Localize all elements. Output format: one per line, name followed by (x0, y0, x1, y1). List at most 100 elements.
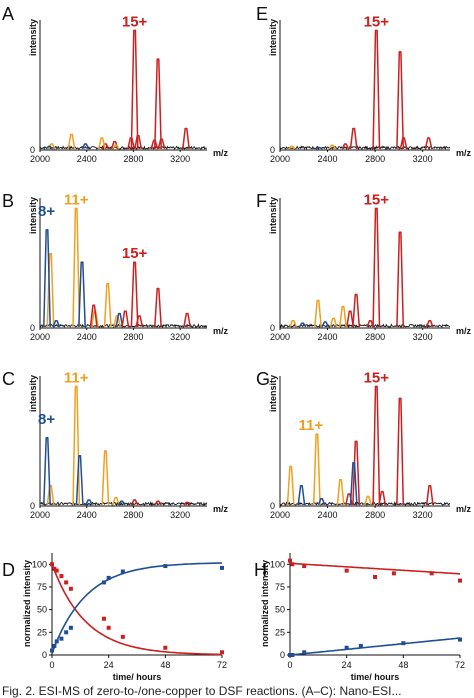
y-axis-label: intensity (268, 197, 278, 234)
x-axis-label: m/z (213, 326, 229, 336)
y-tick-label: 50 (275, 605, 285, 615)
y-axis-label: intensity (28, 19, 38, 56)
y-tick-label: 100 (270, 559, 285, 569)
blue-peak (298, 322, 307, 328)
y-axis-label: intensity (28, 375, 38, 412)
red-data-point (50, 562, 54, 567)
orange-peak (46, 253, 55, 328)
x-tick-label: 2400 (77, 332, 97, 342)
charge-state-label: 15+ (122, 245, 148, 262)
red-data-point (120, 634, 125, 639)
red-peak (378, 490, 387, 506)
red-peak (154, 500, 162, 506)
orange-peak (286, 465, 295, 506)
red-peak (352, 440, 361, 506)
blue-data-point (52, 643, 57, 648)
x-tick-label: 2800 (365, 510, 385, 520)
blue-peak (117, 500, 126, 506)
red-data-point (54, 568, 59, 573)
x-axis-label: time/ hours (351, 672, 400, 682)
red-peak (399, 137, 408, 150)
blue-peak (45, 145, 54, 150)
blue-data-point (120, 569, 125, 574)
blue-data-point (290, 653, 295, 657)
red-data-point (429, 571, 434, 576)
orange-peak (289, 320, 297, 328)
red-data-point (163, 645, 168, 650)
y-axis-label: intensity (28, 197, 38, 234)
x-tick-label: 2800 (365, 154, 385, 164)
x-tick-label: 2400 (318, 154, 338, 164)
x-tick-label: 2000 (30, 510, 50, 520)
orange-peak (328, 144, 337, 150)
x-tick-label: 24 (342, 660, 352, 670)
x-tick-label: 2400 (77, 154, 97, 164)
orange-peak (46, 484, 55, 506)
red-peak (150, 139, 159, 150)
y-tick-label: 75 (37, 582, 47, 592)
x-tick-label: 2000 (30, 332, 50, 342)
baseline-trace (279, 145, 451, 151)
red-peak (346, 310, 355, 328)
x-tick-label: 3200 (170, 332, 190, 342)
orange-peak (72, 207, 81, 328)
x-axis-label: m/z (456, 148, 472, 158)
x-axis-label: m/z (213, 504, 229, 514)
x-tick-label: 2800 (123, 510, 143, 520)
red-data-point (373, 574, 377, 579)
red-peak (424, 137, 433, 150)
x-tick-label: 0 (287, 660, 292, 670)
x-tick-label: 2400 (318, 332, 338, 342)
blue-data-point (344, 645, 349, 650)
red-data-point (59, 574, 64, 579)
charge-state-label: 8+ (38, 411, 55, 428)
x-tick-label: 2000 (270, 510, 290, 520)
y-tick-label: 0 (280, 650, 285, 660)
blue-data-point (288, 653, 292, 657)
blue-fit-line (289, 637, 461, 656)
blue-peak (75, 455, 84, 506)
red-peak (372, 29, 381, 150)
red-peak (183, 312, 192, 328)
panel-h: H 0 25 50 75 100 0 24 48 72 normalized intensity ti… (254, 553, 465, 682)
x-tick-label: 0 (49, 660, 54, 670)
charge-state-label: 11+ (299, 417, 324, 434)
y-tick-label: 25 (37, 627, 47, 637)
blue-data-point (59, 636, 64, 641)
figure-caption: Fig. 2. ESI-MS of zero-to-/one-copper to… (2, 684, 402, 698)
charge-state-label: 15+ (364, 13, 390, 30)
red-data-point (68, 586, 73, 591)
x-tick-label: 24 (104, 660, 114, 670)
red-data-point (64, 580, 69, 585)
blue-peak (43, 437, 51, 506)
red-fit-line (289, 562, 461, 575)
red-peak (89, 304, 98, 328)
red-peak (396, 397, 405, 506)
y-axis-label: intensity (268, 19, 278, 56)
red-data-point (106, 625, 111, 630)
y-tick-label: 25 (275, 627, 285, 637)
red-data-point (344, 568, 349, 573)
baseline-trace (39, 323, 208, 329)
red-peak (372, 207, 381, 328)
blue-data-point (101, 580, 106, 585)
red-data-point (288, 558, 292, 563)
red-fit-line (51, 564, 222, 656)
y-tick-label: 0 (270, 323, 275, 333)
charge-state-label: 8+ (38, 203, 55, 220)
blue-peak (85, 499, 93, 506)
y-axis-label: intensity (268, 375, 278, 412)
blue-fit-line (51, 562, 223, 654)
x-tick-label: 2400 (77, 510, 97, 520)
red-peak (121, 310, 130, 328)
blue-data-point (401, 641, 406, 646)
panel-label: D (2, 560, 15, 580)
baseline-trace (279, 323, 451, 329)
orange-peak (288, 145, 296, 150)
red-peak (130, 261, 139, 328)
blue-peak (78, 261, 86, 328)
red-peak (396, 231, 405, 328)
